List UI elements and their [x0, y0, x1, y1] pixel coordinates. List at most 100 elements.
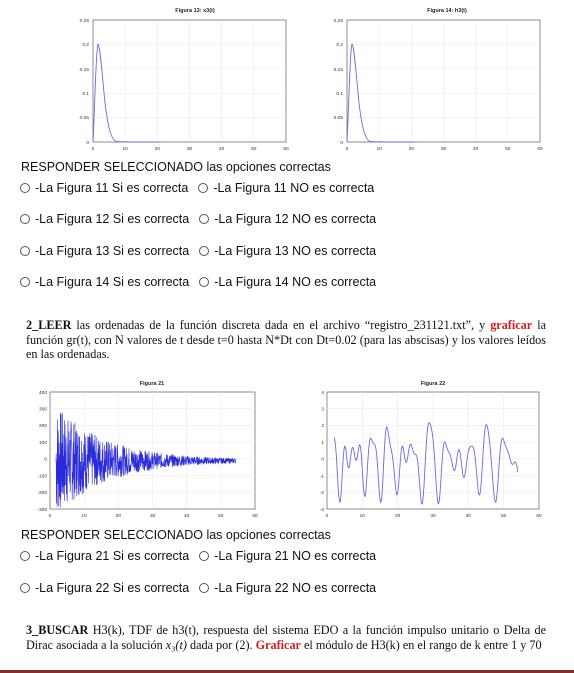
radio-button[interactable] — [199, 214, 210, 224]
figure-title: Figura 21 — [140, 381, 164, 387]
x-tick: 40 — [184, 513, 190, 519]
y-tick: 100 — [39, 440, 47, 446]
figure-title: Figura 13: x3(t) — [175, 8, 215, 14]
y-tick: -2 — [320, 490, 325, 496]
radio-button[interactable] — [20, 583, 30, 593]
radio-button[interactable] — [198, 183, 209, 193]
y-tick: 0 — [44, 457, 47, 463]
option-figura-13-si[interactable]: -La Figura 13 Si es correcta — [20, 244, 189, 258]
option-row-figura-12: -La Figura 12 Si es correcta -La Figura … — [20, 211, 386, 227]
option-row-figura-14: -La Figura 14 Si es correcta -La Figura … — [20, 274, 386, 290]
y-tick: -100 — [37, 473, 47, 479]
y-tick: 0.2 — [82, 42, 89, 48]
x-tick: 10 — [82, 513, 88, 519]
x-tick: 40 — [473, 146, 479, 152]
section-heading: RESPONDER SELECCIONADO las opciones corr… — [21, 160, 331, 174]
x-tick: 60 — [537, 146, 543, 152]
option-row-figura-21: -La Figura 21 Si es correcta -La Figura … — [20, 548, 386, 564]
option-figura-13-no[interactable]: -La Figura 13 NO es correcta — [199, 244, 376, 258]
radio-button[interactable] — [20, 277, 30, 287]
y-tick: 4 — [321, 390, 324, 396]
option-figura-21-no[interactable]: -La Figura 21 NO es correcta — [199, 549, 376, 563]
figure-14: Figura 14: h3(t) 0.25 0.2 0.15 0.1 0.05 … — [317, 3, 557, 156]
y-tick: 0 — [340, 140, 343, 146]
option-label: -La Figura 11 NO es correcta — [213, 181, 375, 195]
figure-13: Figura 13: x3(t) 0.25 0.2 0.15 0.1 0.05 … — [60, 3, 300, 156]
option-figura-11-no[interactable]: -La Figura 11 NO es correcta — [198, 181, 374, 195]
option-figura-12-si[interactable]: -La Figura 12 Si es correcta — [20, 212, 189, 226]
figure-title: Figura 14: h3(t) — [427, 8, 467, 14]
option-figura-12-no[interactable]: -La Figura 12 NO es correcta — [199, 212, 376, 226]
option-label: -La Figura 21 NO es correcta — [214, 549, 377, 563]
x-tick: 0 — [92, 146, 95, 152]
y-tick: 0.25 — [334, 18, 344, 24]
y-tick: 300 — [39, 407, 47, 413]
figure-21-plot: Figura 21 400 300 200 100 0 -100 -200 -3… — [37, 381, 258, 519]
x-tick: 50 — [251, 146, 257, 152]
option-label: -La Figura 12 NO es correcta — [214, 212, 377, 226]
radio-button[interactable] — [199, 277, 210, 287]
x-tick: 20 — [395, 513, 401, 519]
plot-line — [333, 422, 519, 505]
option-figura-14-si[interactable]: -La Figura 14 Si es correcta — [20, 275, 189, 289]
x-tick: 20 — [155, 146, 161, 152]
instruction-paragraph-3: 3_BUSCAR H3(k), TDF de h3(t), respuesta … — [26, 623, 546, 652]
x-tick: 60 — [283, 146, 289, 152]
x-tick: 60 — [252, 513, 258, 519]
instruction-paragraph-2: 2_LEER las ordenadas de la función discr… — [26, 318, 546, 362]
paragraph-text: el módulo de H3(k) en el rango de k entr… — [300, 637, 542, 652]
option-label: -La Figura 12 Si es correcta — [35, 212, 190, 226]
y-tick: 0 — [86, 140, 89, 146]
plot-line — [92, 43, 161, 143]
y-tick: -1 — [320, 473, 325, 479]
option-label: -La Figura 14 NO es correcta — [214, 275, 377, 289]
option-label: -La Figura 13 Si es correcta — [35, 244, 190, 258]
y-tick: 0.05 — [334, 115, 344, 121]
paragraph-text: dada por (2). — [186, 637, 256, 652]
option-figura-11-si[interactable]: -La Figura 11 Si es correcta — [20, 181, 188, 195]
option-figura-14-no[interactable]: -La Figura 14 NO es correcta — [199, 275, 376, 289]
step-label: 3_BUSCAR — [26, 623, 89, 637]
x-tick: 30 — [441, 146, 447, 152]
option-figura-22-si[interactable]: -La Figura 22 Si es correcta — [20, 581, 189, 595]
x-tick: 10 — [360, 513, 366, 519]
radio-button[interactable] — [199, 583, 210, 593]
math-symbol: x₃(t) — [165, 637, 187, 652]
figure-13-plot: Figura 13: x3(t) 0.25 0.2 0.15 0.1 0.05 … — [80, 8, 289, 152]
radio-button[interactable] — [20, 551, 30, 561]
x-tick: 30 — [187, 146, 193, 152]
radio-button[interactable] — [199, 551, 210, 561]
radio-button[interactable] — [20, 246, 30, 256]
y-tick: 0.15 — [334, 67, 344, 73]
option-row-figura-13: -La Figura 13 Si es correcta -La Figura … — [20, 243, 386, 259]
radio-button[interactable] — [20, 214, 30, 224]
highlight-word: graficar — [490, 318, 533, 332]
x-tick: 20 — [116, 513, 122, 519]
figure-title: Figura 22 — [421, 381, 445, 387]
y-tick: 0.2 — [336, 42, 343, 48]
y-tick: 0.1 — [82, 91, 89, 97]
y-tick: -200 — [37, 490, 47, 496]
radio-button[interactable] — [199, 246, 210, 256]
step-label: 2_LEER — [26, 318, 72, 332]
y-tick: 0 — [321, 457, 324, 463]
x-tick: 0 — [346, 146, 349, 152]
radio-button[interactable] — [20, 183, 30, 193]
x-tick: 50 — [218, 513, 224, 519]
x-tick: 0 — [49, 513, 52, 519]
figure-22-plot: Figura 22 4 3 2 1 0 -1 -2 -3 0 10 20 30 … — [320, 381, 542, 519]
x-tick: 40 — [219, 146, 225, 152]
x-tick: 30 — [150, 513, 156, 519]
y-tick: -300 — [37, 507, 47, 513]
option-figura-22-no[interactable]: -La Figura 22 NO es correcta — [199, 581, 376, 595]
page-bottom-border — [0, 670, 574, 673]
option-figura-21-si[interactable]: -La Figura 21 Si es correcta — [20, 549, 189, 563]
option-label: -La Figura 13 NO es correcta — [214, 244, 377, 258]
y-tick: 0.1 — [336, 91, 343, 97]
plot-line — [346, 43, 415, 143]
x-tick: 40 — [466, 513, 472, 519]
paragraph-text: la función gr(t), con N valores de t des… — [26, 318, 546, 361]
y-tick: 0.15 — [80, 67, 90, 73]
x-tick: 20 — [409, 146, 415, 152]
x-tick: 10 — [377, 146, 383, 152]
